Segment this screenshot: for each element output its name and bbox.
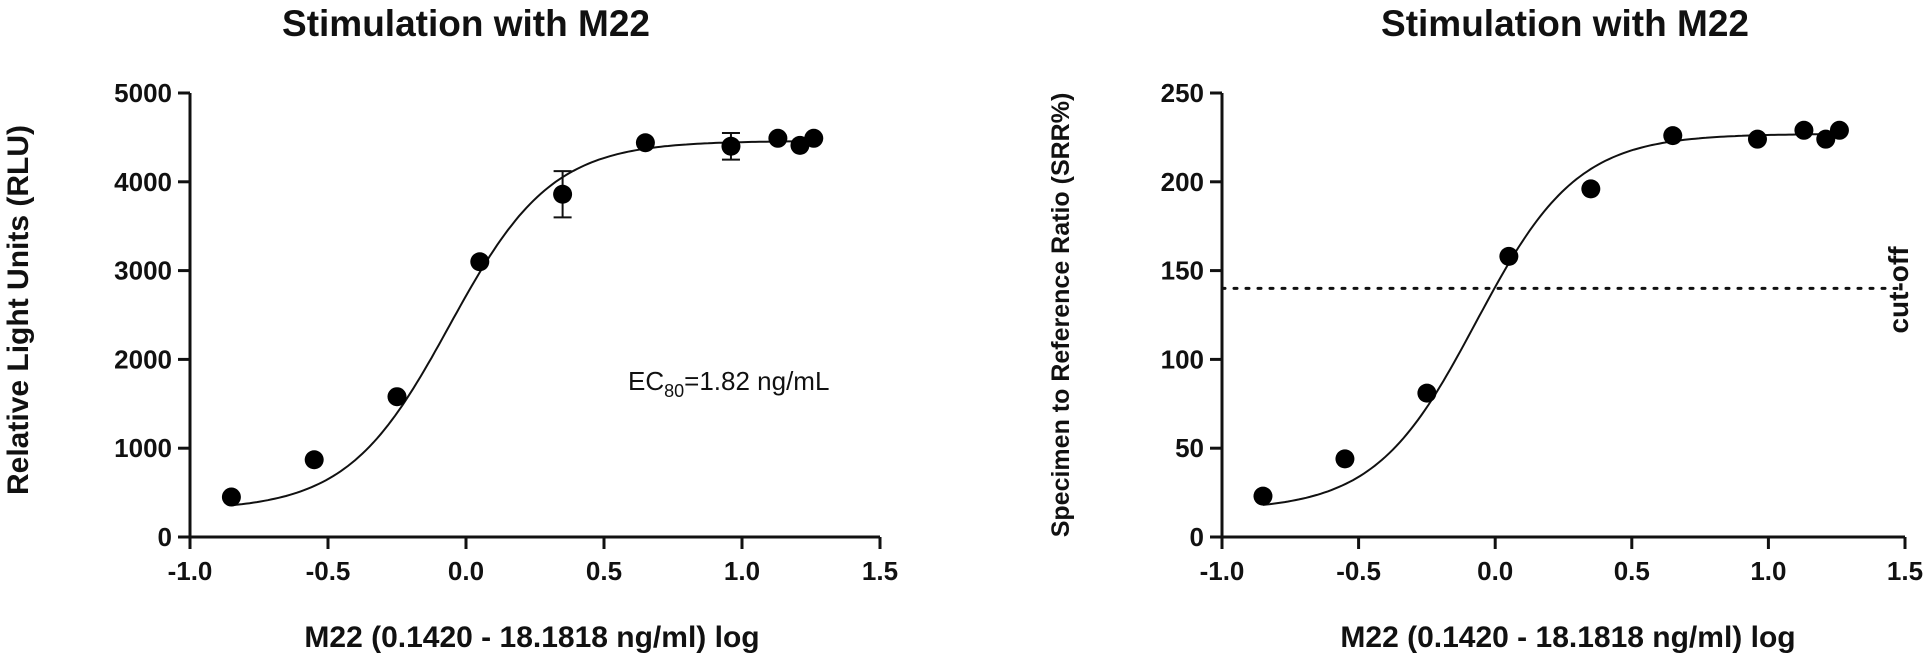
data-point: [1663, 126, 1683, 146]
chart-title: Stimulation with M22: [1381, 3, 1749, 44]
x-tick-label: 1.0: [1750, 556, 1786, 586]
axes: 0 1000 2000 3000 4000 5000 -1.0 -0.5 0.0 0.5 1.0 1.…: [114, 78, 898, 586]
data-marks: [1220, 120, 1907, 506]
chart-title: Stimulation with M22: [282, 3, 650, 44]
x-tick-label: -1.0: [168, 556, 213, 586]
data-point: [470, 252, 490, 272]
y-axis-title: Specimen to Reference Ratio (SRR%): [1047, 93, 1075, 538]
x-tick-label: 1.0: [724, 556, 760, 586]
x-axis-title: M22 (0.1420 - 18.1818 ng/ml) log: [1340, 621, 1795, 654]
fit-curve: [1262, 133, 1840, 506]
x-tick-label: 0.0: [1477, 556, 1513, 586]
data-point: [1747, 129, 1767, 149]
data-point: [1335, 449, 1355, 469]
y-tick-label: 250: [1161, 78, 1204, 108]
data-point: [721, 136, 741, 156]
chart-rlu: Stimulation with M22 M22 (0.1420 - 18.18…: [2, 3, 898, 654]
y-tick-label: 1000: [114, 433, 172, 463]
data-point: [387, 387, 407, 407]
y-tick-label: 100: [1161, 344, 1204, 374]
x-tick-label: -1.0: [1200, 556, 1245, 586]
ec80-subscript: 80: [664, 381, 684, 401]
data-point: [768, 128, 788, 148]
axes: 0 50 100 150 200 250 -1.0 -0.5 0.0 0.5 1.0 1.5: [1161, 78, 1923, 586]
fit-curve: [231, 140, 814, 507]
ec80-prefix: EC: [628, 366, 664, 396]
y-tick-label: 150: [1161, 256, 1204, 286]
data-point: [804, 128, 824, 148]
data-point: [1816, 129, 1836, 149]
y-tick-label: 5000: [114, 78, 172, 108]
x-tick-label: -0.5: [306, 556, 351, 586]
data-point: [553, 184, 573, 204]
cutoff-label: cut-off: [1883, 246, 1914, 334]
y-axis-title: Relative Light Units (RLU): [2, 125, 35, 495]
data-point: [1581, 179, 1601, 199]
chart-srr: Stimulation with M22 M22 (0.1420 - 18.18…: [1047, 3, 1923, 654]
y-tick-label: 50: [1175, 433, 1204, 463]
data-marks: [221, 128, 824, 507]
x-tick-label: 1.5: [862, 556, 898, 586]
ec80-value: =1.82 ng/mL: [684, 366, 829, 396]
y-tick-label: 0: [158, 522, 172, 552]
x-tick-label: 0.5: [1614, 556, 1650, 586]
x-tick-label: 0.0: [448, 556, 484, 586]
ec80-annotation: EC80=1.82 ng/mL: [628, 366, 829, 401]
data-point: [1417, 383, 1437, 403]
data-point: [304, 450, 324, 470]
x-tick-label: 0.5: [586, 556, 622, 586]
data-point: [1829, 120, 1849, 140]
data-point: [635, 133, 655, 153]
x-tick-label: -0.5: [1336, 556, 1381, 586]
data-point: [1253, 486, 1273, 506]
y-tick-label: 2000: [114, 344, 172, 374]
data-point: [1794, 120, 1814, 140]
y-tick-label: 4000: [114, 167, 172, 197]
data-point: [221, 487, 241, 507]
y-tick-label: 0: [1190, 522, 1204, 552]
data-point: [1499, 246, 1519, 266]
y-tick-label: 3000: [114, 256, 172, 286]
y-tick-label: 200: [1161, 167, 1204, 197]
x-axis-title: M22 (0.1420 - 18.1818 ng/ml) log: [304, 621, 759, 654]
x-tick-label: 1.5: [1887, 556, 1923, 586]
